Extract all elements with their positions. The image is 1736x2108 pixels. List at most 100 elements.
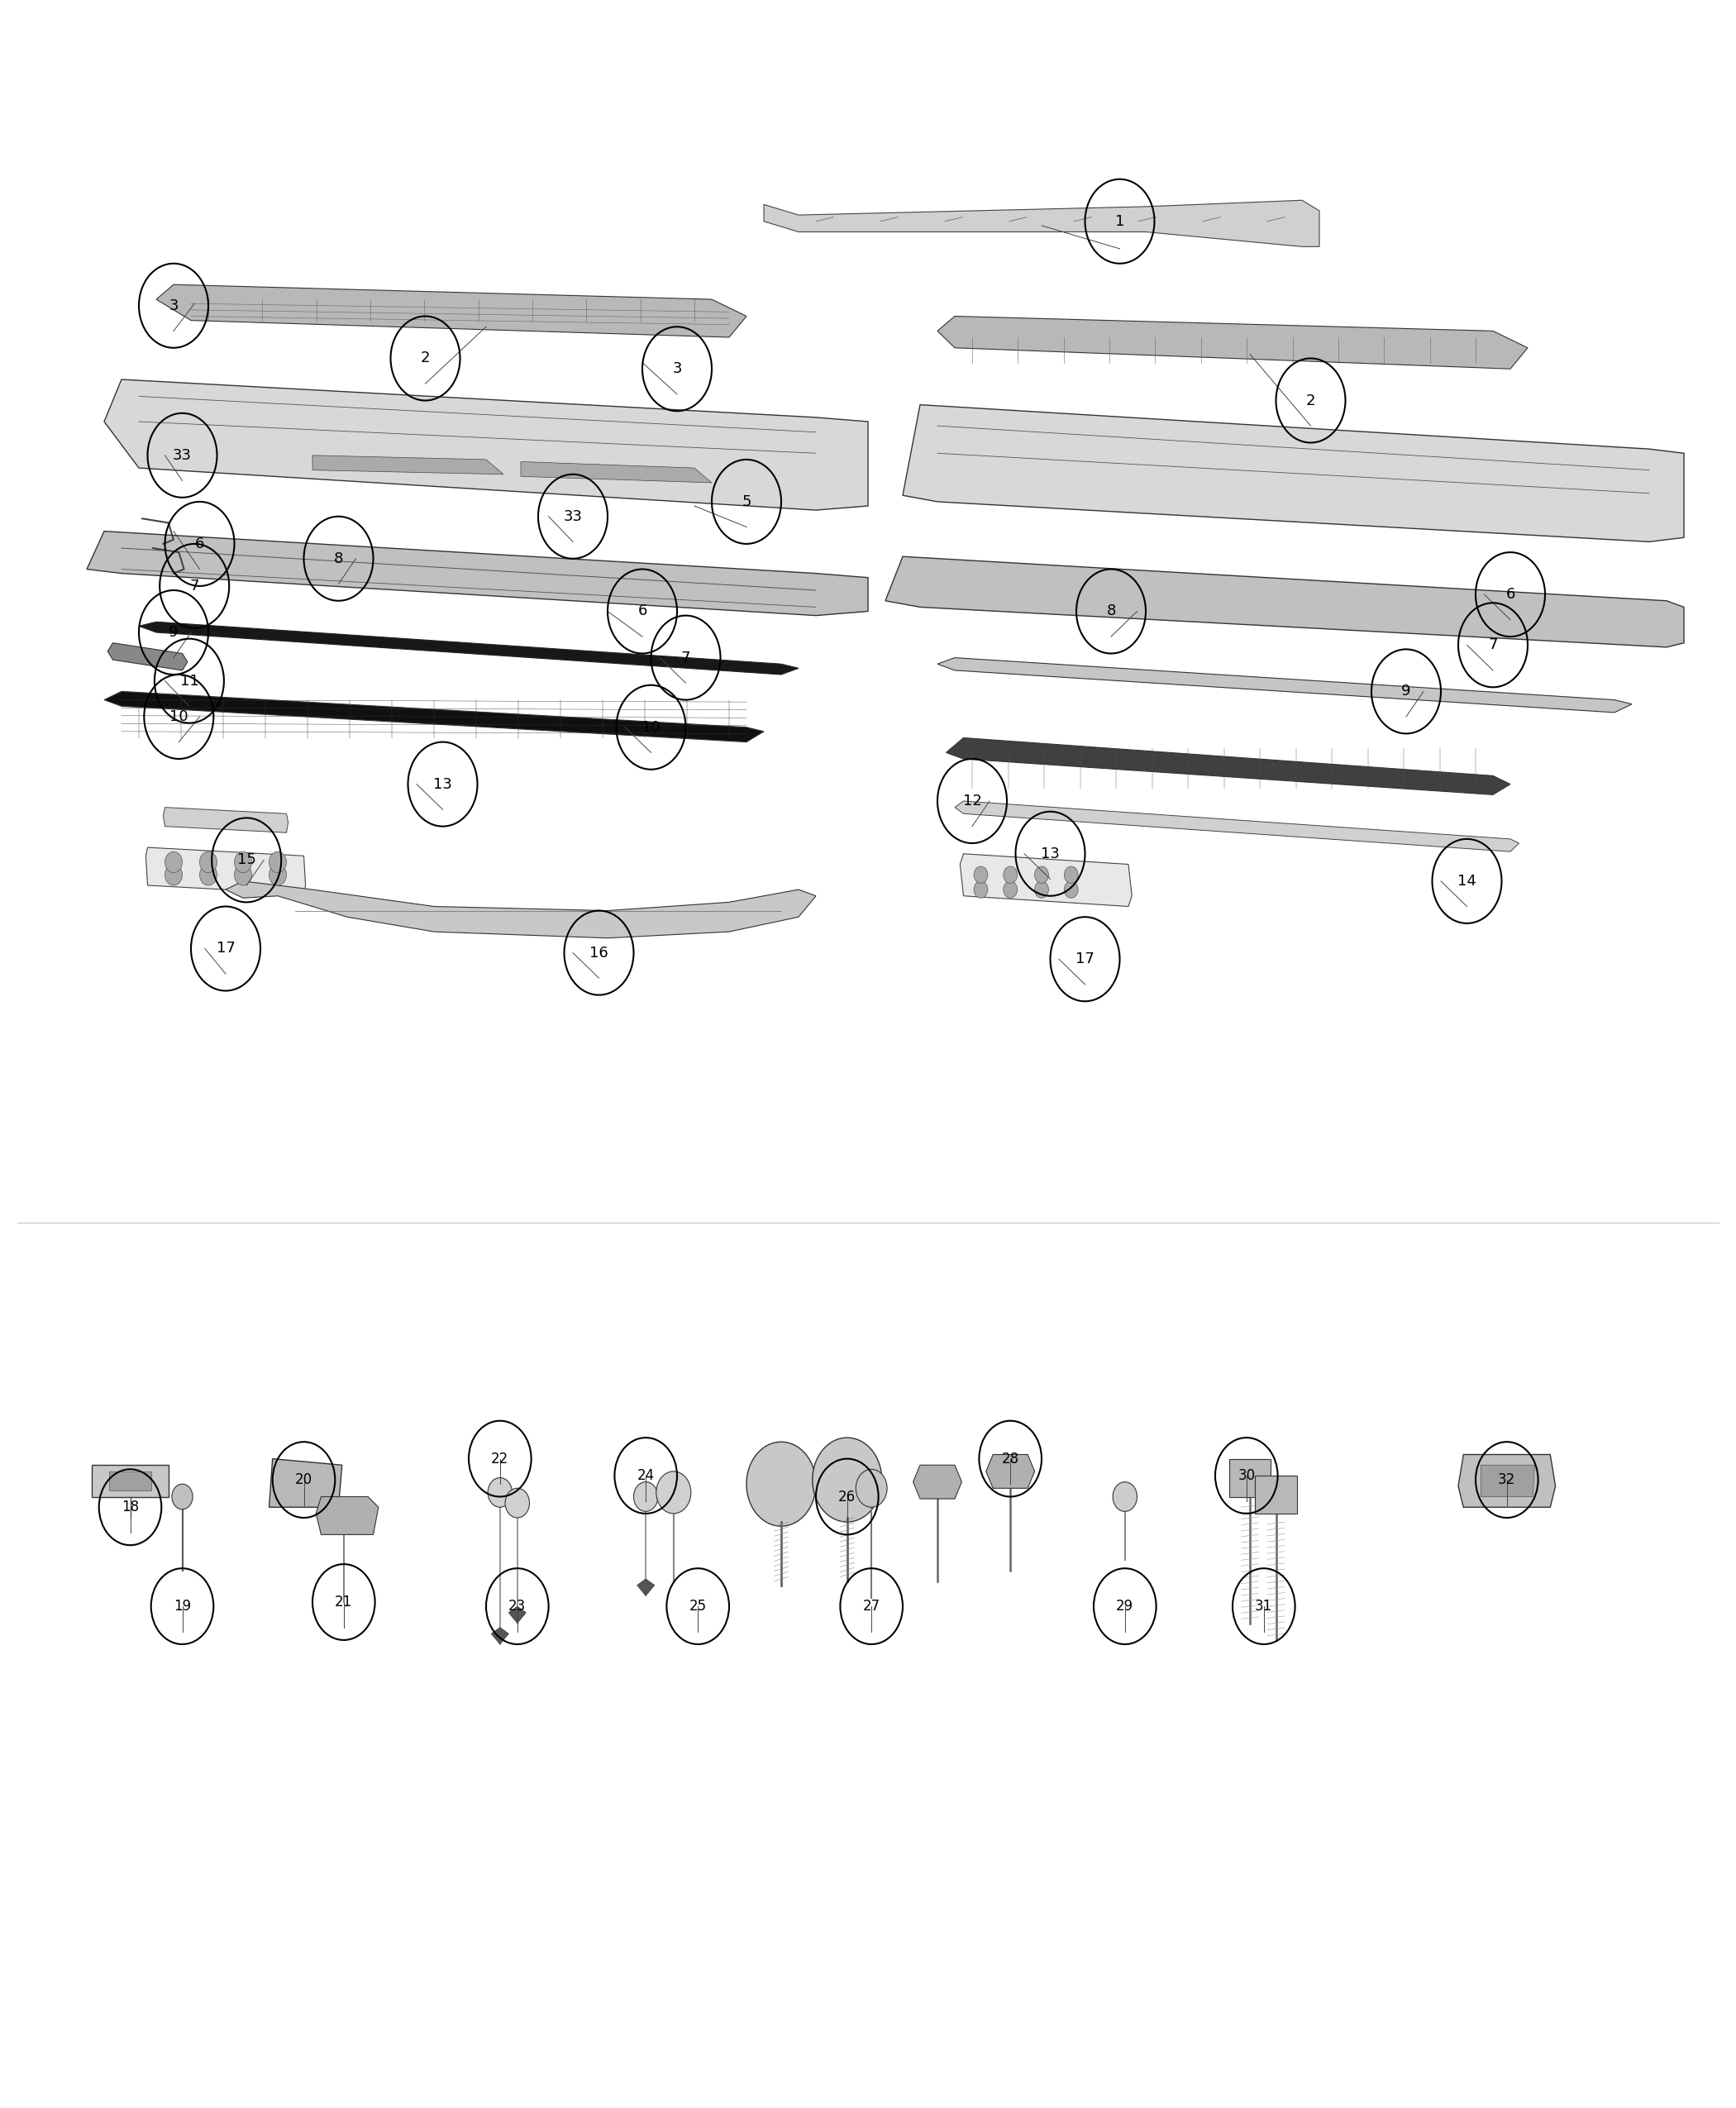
Text: 24: 24 — [637, 1467, 654, 1484]
Polygon shape — [1458, 1455, 1555, 1507]
Text: 17: 17 — [217, 940, 234, 957]
Text: 7: 7 — [681, 649, 691, 666]
Text: 15: 15 — [238, 852, 255, 868]
Circle shape — [1003, 866, 1017, 883]
Circle shape — [746, 1442, 816, 1526]
Text: 27: 27 — [863, 1598, 880, 1615]
Text: 9: 9 — [168, 624, 179, 641]
Circle shape — [165, 852, 182, 873]
Polygon shape — [269, 1459, 342, 1507]
Text: 23: 23 — [509, 1598, 526, 1615]
Circle shape — [1035, 881, 1049, 898]
Text: 33: 33 — [174, 447, 191, 464]
Text: 9: 9 — [1401, 683, 1411, 700]
Circle shape — [200, 852, 217, 873]
Text: 14: 14 — [1458, 873, 1476, 890]
Circle shape — [656, 1471, 691, 1514]
Circle shape — [1064, 881, 1078, 898]
Text: 33: 33 — [564, 508, 582, 525]
Text: 13: 13 — [434, 776, 451, 793]
Text: 6: 6 — [637, 603, 648, 620]
Text: 3: 3 — [672, 360, 682, 377]
Polygon shape — [986, 1455, 1035, 1488]
Text: 2: 2 — [1305, 392, 1316, 409]
Text: 29: 29 — [1116, 1598, 1134, 1615]
Circle shape — [812, 1438, 882, 1522]
Text: 30: 30 — [1238, 1467, 1255, 1484]
Circle shape — [1113, 1482, 1137, 1511]
Circle shape — [1003, 881, 1017, 898]
Text: 3: 3 — [168, 297, 179, 314]
Polygon shape — [937, 658, 1632, 713]
Polygon shape — [163, 807, 288, 833]
Polygon shape — [509, 1606, 526, 1623]
Polygon shape — [903, 405, 1684, 542]
Text: 2: 2 — [420, 350, 431, 367]
FancyBboxPatch shape — [1229, 1459, 1271, 1497]
Polygon shape — [946, 738, 1510, 795]
Text: 8: 8 — [333, 550, 344, 567]
Text: 20: 20 — [295, 1471, 312, 1488]
Circle shape — [488, 1478, 512, 1507]
Text: 21: 21 — [335, 1594, 352, 1611]
Text: 25: 25 — [689, 1598, 707, 1615]
Text: 7: 7 — [189, 578, 200, 594]
Polygon shape — [156, 285, 746, 337]
Circle shape — [974, 866, 988, 883]
Circle shape — [634, 1482, 658, 1511]
Circle shape — [172, 1484, 193, 1509]
Text: 1: 1 — [1115, 213, 1125, 230]
Polygon shape — [885, 557, 1684, 647]
Text: 12: 12 — [963, 793, 981, 809]
Text: 28: 28 — [1002, 1450, 1019, 1467]
Text: 19: 19 — [174, 1598, 191, 1615]
Circle shape — [269, 852, 286, 873]
Circle shape — [1035, 866, 1049, 883]
Circle shape — [165, 864, 182, 885]
Polygon shape — [913, 1465, 962, 1499]
Polygon shape — [92, 1465, 168, 1497]
Polygon shape — [109, 1471, 151, 1490]
Polygon shape — [491, 1627, 509, 1644]
Circle shape — [234, 864, 252, 885]
Text: 6: 6 — [194, 535, 205, 552]
Text: 32: 32 — [1498, 1471, 1516, 1488]
Circle shape — [505, 1488, 529, 1518]
Polygon shape — [104, 379, 868, 510]
Circle shape — [1064, 866, 1078, 883]
Polygon shape — [139, 622, 799, 675]
Text: 7: 7 — [1488, 637, 1498, 653]
Circle shape — [234, 852, 252, 873]
Text: 13: 13 — [1042, 845, 1059, 862]
Text: 31: 31 — [1255, 1598, 1272, 1615]
Polygon shape — [87, 531, 868, 616]
Text: 6: 6 — [1505, 586, 1516, 603]
Text: 10: 10 — [642, 719, 660, 736]
Polygon shape — [104, 691, 764, 742]
Polygon shape — [312, 455, 503, 474]
Polygon shape — [764, 200, 1319, 247]
Circle shape — [856, 1469, 887, 1507]
Polygon shape — [955, 801, 1519, 852]
Polygon shape — [637, 1579, 654, 1596]
Circle shape — [200, 864, 217, 885]
Text: 16: 16 — [590, 944, 608, 961]
Text: 10: 10 — [170, 708, 187, 725]
Polygon shape — [1481, 1465, 1535, 1497]
Polygon shape — [108, 643, 187, 670]
Polygon shape — [521, 462, 712, 483]
Text: 17: 17 — [1076, 951, 1094, 968]
Text: 26: 26 — [838, 1488, 856, 1505]
Text: 18: 18 — [122, 1499, 139, 1516]
Text: 5: 5 — [741, 493, 752, 510]
Text: 22: 22 — [491, 1450, 509, 1467]
Polygon shape — [226, 881, 816, 938]
Text: 8: 8 — [1106, 603, 1116, 620]
Polygon shape — [146, 847, 306, 894]
Circle shape — [974, 881, 988, 898]
Polygon shape — [937, 316, 1528, 369]
Circle shape — [269, 864, 286, 885]
Polygon shape — [316, 1497, 378, 1535]
Text: 11: 11 — [181, 672, 198, 689]
FancyBboxPatch shape — [1255, 1476, 1297, 1514]
